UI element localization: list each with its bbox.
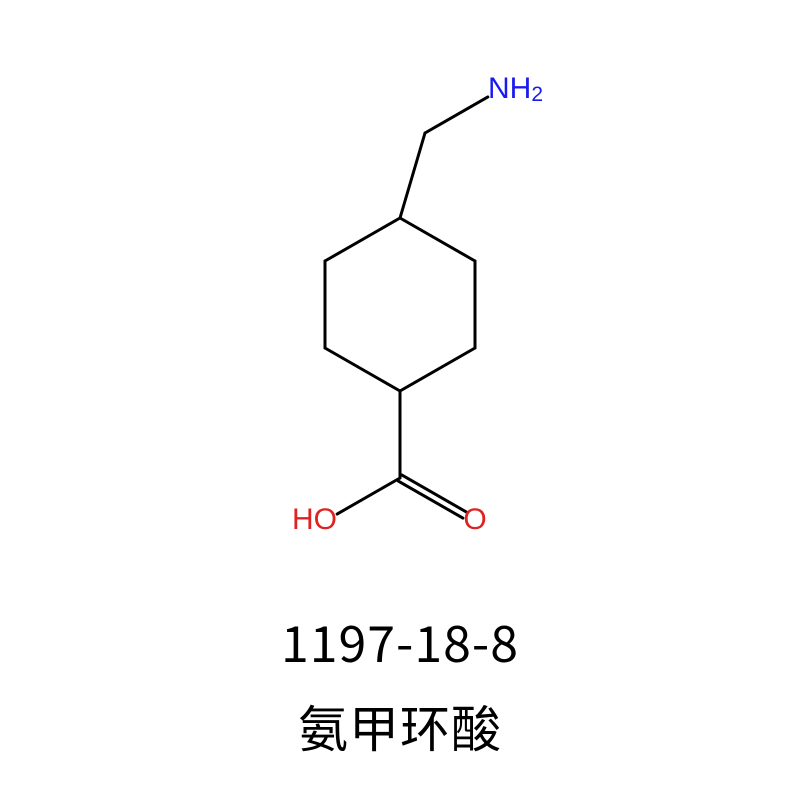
cas-number: 1197-18-8 <box>0 605 800 677</box>
molecule-diagram: NH2 HO O <box>0 0 800 800</box>
atom-label-O1: HO <box>292 503 337 536</box>
atom-label-O2: O <box>463 503 486 536</box>
compound-name: 氨甲环酸 <box>0 690 800 762</box>
atom-label-N: NH2 <box>488 72 543 106</box>
figure-container: NH2 HO O 1197-18-8 氨甲环酸 <box>0 0 800 800</box>
